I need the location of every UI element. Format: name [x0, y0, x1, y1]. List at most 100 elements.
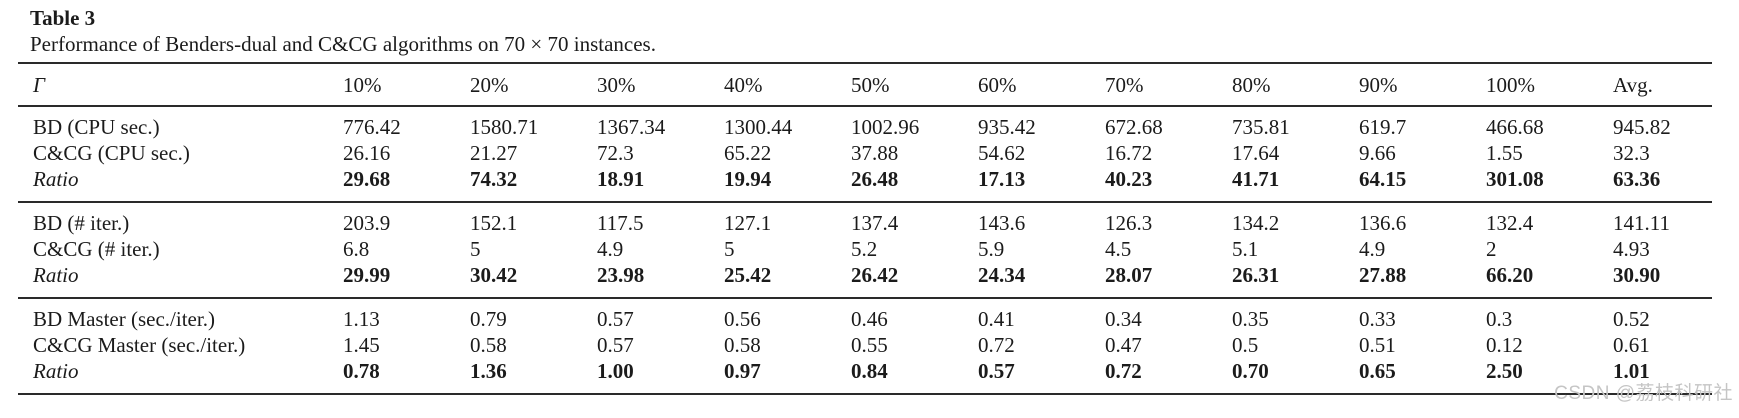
value-cell: 41.71 — [1232, 167, 1280, 191]
value-cell: 0.41 — [978, 307, 1015, 331]
row-label: C&CG Master (sec./iter.) — [33, 333, 246, 357]
value-cell: 74.32 — [470, 167, 518, 191]
value-cell: 1367.34 — [597, 115, 666, 139]
value-cell: 152.1 — [470, 211, 518, 235]
column-header: 100% — [1486, 72, 1535, 97]
value-cell: 301.08 — [1486, 167, 1544, 191]
table-row: Ratio 0.78 1.36 1.00 0.97 0.84 0.57 0.72 0.70 0.6… — [18, 358, 1712, 394]
value-cell: 23.98 — [597, 263, 645, 287]
column-header: 60% — [978, 72, 1017, 97]
value-cell: 0.79 — [470, 307, 507, 331]
table-caption: Performance of Benders-dual and C&CG alg… — [30, 32, 656, 56]
value-cell: 5.2 — [851, 237, 878, 261]
value-cell: 466.68 — [1486, 115, 1544, 139]
column-header: Avg. — [1613, 72, 1653, 97]
value-cell: 54.62 — [978, 141, 1026, 165]
row-label: Ratio — [33, 359, 79, 383]
row-label: BD (CPU sec.) — [33, 115, 160, 139]
table-header-row-group: Γ 10% 20% 30% 40% 50% 60% 70% 80% 90% 100% Avg. — [18, 63, 1712, 106]
value-cell: 37.88 — [851, 141, 899, 165]
value-cell: 1.45 — [343, 333, 380, 357]
value-cell: 132.4 — [1486, 211, 1534, 235]
value-cell: 0.97 — [724, 359, 761, 383]
value-cell: 735.81 — [1232, 115, 1290, 139]
value-cell: 66.20 — [1486, 263, 1534, 287]
value-cell: 0.57 — [978, 359, 1015, 383]
table-header-row: Γ 10% 20% 30% 40% 50% 60% 70% 80% 90% 100% Avg. — [18, 63, 1712, 106]
value-cell: 0.57 — [597, 333, 634, 357]
value-cell: 945.82 — [1613, 115, 1671, 139]
value-cell: 143.6 — [978, 211, 1026, 235]
row-label: C&CG (CPU sec.) — [33, 141, 190, 165]
value-cell: 1002.96 — [851, 115, 920, 139]
value-cell: 0.58 — [724, 333, 761, 357]
value-cell: 9.66 — [1359, 141, 1396, 165]
value-cell: 203.9 — [343, 211, 391, 235]
value-cell: 32.3 — [1613, 141, 1650, 165]
value-cell: 0.55 — [851, 333, 888, 357]
value-cell: 26.31 — [1232, 263, 1280, 287]
value-cell: 0.51 — [1359, 333, 1396, 357]
value-cell: 1580.71 — [470, 115, 539, 139]
value-cell: 5 — [724, 237, 735, 261]
value-cell: 5.9 — [978, 237, 1005, 261]
value-cell: 0.58 — [470, 333, 507, 357]
value-cell: 25.42 — [724, 263, 772, 287]
value-cell: 24.34 — [978, 263, 1026, 287]
value-cell: 0.72 — [978, 333, 1015, 357]
table-row: C&CG (CPU sec.) 26.16 21.27 72.3 65.22 37.88 5… — [18, 140, 1712, 166]
value-cell: 6.8 — [343, 237, 370, 261]
value-cell: 4.9 — [597, 237, 624, 261]
value-cell: 4.9 — [1359, 237, 1386, 261]
column-header: 90% — [1359, 72, 1398, 97]
value-cell: 29.99 — [343, 263, 391, 287]
table-row: C&CG Master (sec./iter.) 1.45 0.58 0.57 0.58… — [18, 332, 1712, 358]
table-block-2: BD (# iter.) 203.9 152.1 117.5 127.1 137.4 143… — [18, 202, 1712, 298]
value-cell: 63.36 — [1613, 167, 1661, 191]
value-cell: 776.42 — [343, 115, 401, 139]
value-cell: 0.70 — [1232, 359, 1269, 383]
value-cell: 1.55 — [1486, 141, 1523, 165]
value-cell: 137.4 — [851, 211, 899, 235]
value-cell: 5 — [470, 237, 481, 261]
value-cell: 27.88 — [1359, 263, 1407, 287]
value-cell: 17.64 — [1232, 141, 1280, 165]
value-cell: 1.13 — [343, 307, 380, 331]
value-cell: 0.35 — [1232, 307, 1269, 331]
value-cell: 141.11 — [1613, 211, 1670, 235]
value-cell: 40.23 — [1105, 167, 1153, 191]
value-cell: 0.3 — [1486, 307, 1513, 331]
row-label: BD (# iter.) — [33, 211, 130, 235]
value-cell: 1.01 — [1613, 359, 1650, 383]
table-block-3: BD Master (sec./iter.) 1.13 0.79 0.57 0.56 0.… — [18, 298, 1712, 394]
table-block-1: BD (CPU sec.) 776.42 1580.71 1367.34 1300.44… — [18, 106, 1712, 202]
value-cell: 0.78 — [343, 359, 380, 383]
value-cell: 0.61 — [1613, 333, 1650, 357]
value-cell: 0.34 — [1105, 307, 1142, 331]
value-cell: 672.68 — [1105, 115, 1163, 139]
value-cell: 17.13 — [978, 167, 1026, 191]
value-cell: 26.48 — [851, 167, 899, 191]
value-cell: 21.27 — [470, 141, 518, 165]
value-cell: 4.5 — [1105, 237, 1132, 261]
value-cell: 2 — [1486, 237, 1497, 261]
column-header: 30% — [597, 72, 636, 97]
value-cell: 0.46 — [851, 307, 888, 331]
value-cell: 28.07 — [1105, 263, 1153, 287]
row-label: Ratio — [33, 263, 79, 287]
column-header: 20% — [470, 72, 509, 97]
value-cell: 5.1 — [1232, 237, 1259, 261]
row-label: BD Master (sec./iter.) — [33, 307, 215, 331]
table-title-block: Table 3 Performance of Benders-dual and … — [30, 5, 656, 57]
table-row: BD (CPU sec.) 776.42 1580.71 1367.34 1300.44… — [18, 106, 1712, 140]
table-title: Table 3 — [30, 6, 96, 30]
value-cell: 4.93 — [1613, 237, 1650, 261]
value-cell: 0.84 — [851, 359, 888, 383]
value-cell: 1.00 — [597, 359, 634, 383]
value-cell: 19.94 — [724, 167, 772, 191]
value-cell: 72.3 — [597, 141, 634, 165]
value-cell: 0.65 — [1359, 359, 1396, 383]
column-header: 80% — [1232, 72, 1271, 97]
value-cell: 136.6 — [1359, 211, 1407, 235]
table-row: BD (# iter.) 203.9 152.1 117.5 127.1 137.4 143… — [18, 202, 1712, 236]
